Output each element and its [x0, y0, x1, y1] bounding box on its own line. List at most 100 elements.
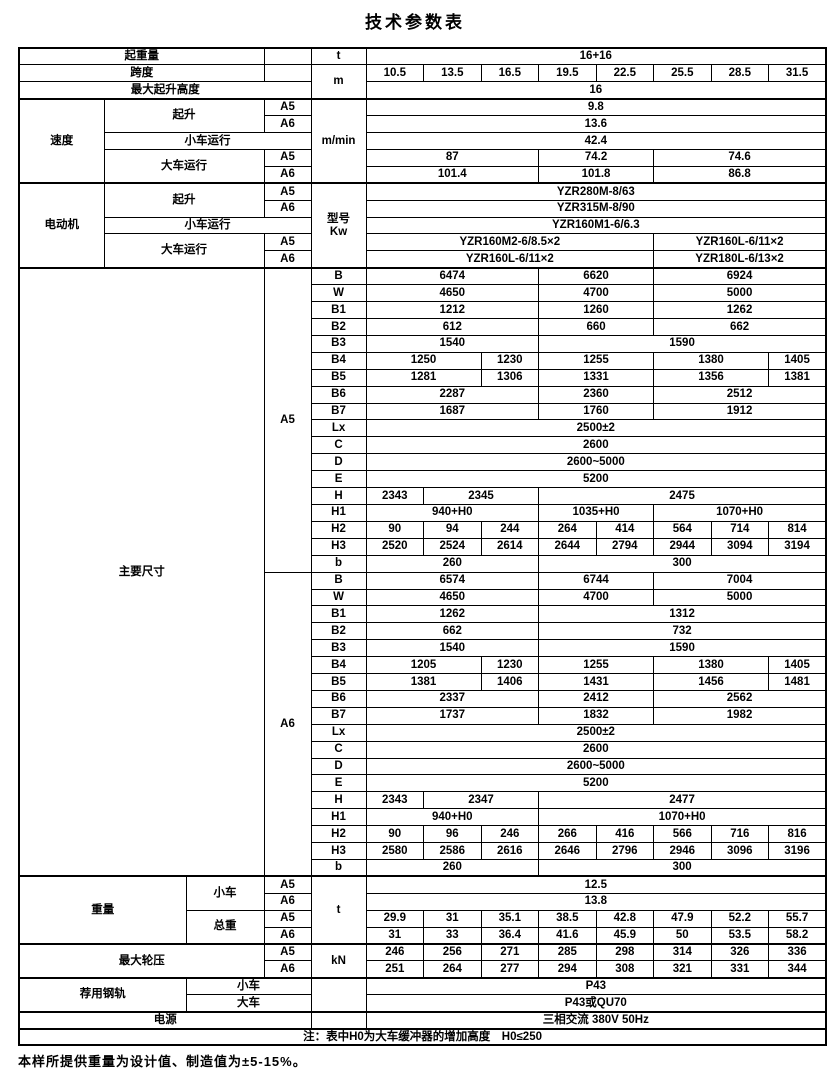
- table-row: b 260 300: [19, 859, 827, 877]
- table-cell: 264: [538, 520, 597, 539]
- table-cell: 260: [365, 859, 540, 877]
- table-cell: 25.5: [653, 64, 712, 83]
- section-label-speed: 速度: [18, 97, 105, 184]
- table-cell: 264: [423, 960, 482, 979]
- table-cell: 52.2: [710, 909, 770, 928]
- table-cell: 1982: [653, 706, 827, 725]
- table-cell: 716: [710, 825, 770, 844]
- table-cell: H: [310, 487, 367, 505]
- spec-table-body: 起重量 t 16+16 跨度 m 10.5 13.5 16.5 19.5 22.5 25.5 28.5…: [18, 47, 827, 1046]
- table-cell: 90: [365, 520, 425, 539]
- table-cell: 416: [595, 825, 655, 844]
- table-row: 重量 小车 A5 t 12.5: [18, 875, 827, 945]
- table-cell: E: [310, 470, 367, 489]
- table-cell: 3096: [710, 842, 770, 860]
- table-cell: 326: [710, 943, 770, 962]
- table-cell: B7: [310, 402, 367, 421]
- table-cell: 2500±2: [365, 419, 827, 438]
- table-cell: 101.8: [538, 165, 655, 184]
- table-row: E 5200: [19, 470, 827, 489]
- table-cell: 1381: [768, 368, 827, 387]
- table-cell: 1481: [768, 673, 827, 691]
- table-cell: 3094: [710, 537, 770, 556]
- table-cell: 271: [480, 943, 540, 962]
- table-cell: 331: [710, 960, 770, 979]
- row-label-power-supply: 电源: [18, 1010, 312, 1030]
- table-cell: 1540: [365, 639, 540, 658]
- table-cell: 2946: [653, 842, 712, 860]
- table-cell: P43或QU70: [365, 994, 827, 1013]
- table-cell: 1381: [365, 673, 482, 691]
- table-cell: 1255: [538, 351, 655, 370]
- table-cell: Lx: [310, 419, 367, 438]
- table-cell: 2600~5000: [365, 453, 827, 472]
- table-cell: 2580: [365, 842, 425, 860]
- table-note: 注：表中H0为大车缓冲器的增加高度 H0≤250: [18, 1027, 827, 1046]
- table-row: 荐用钢轨 小车 P43: [18, 976, 827, 1013]
- table-cell: 294: [538, 960, 597, 979]
- table-cell: 246: [365, 943, 425, 962]
- table-row: H1 940+H0 1035+H0 1070+H0: [19, 503, 827, 522]
- table-cell: YZR160L-6/11×2: [653, 233, 827, 252]
- footer-note: 本样所提供重量为设计值、制造值为±5-15%。: [18, 1054, 307, 1069]
- table-cell: A6: [263, 165, 312, 184]
- table-cell: 大车: [185, 994, 312, 1013]
- table-cell: B4: [310, 656, 367, 675]
- group-label-a6: A6: [263, 571, 312, 877]
- table-row: B4 1205 1230 1255 1380 1405: [19, 656, 827, 675]
- table-row: Lx 2500±2: [19, 419, 827, 438]
- row-label-max-lifting-height: 最大起升高度: [18, 81, 312, 100]
- table-cell: B: [310, 266, 367, 286]
- table-cell: 2475: [538, 487, 827, 505]
- table-cell: 314: [653, 943, 712, 962]
- table-cell: 277: [480, 960, 540, 979]
- table-cell: 285: [538, 943, 597, 962]
- table-cell: 2614: [480, 537, 540, 556]
- table-cell: 308: [595, 960, 655, 979]
- table-cell: 58.2: [768, 926, 827, 945]
- table-cell: 1262: [653, 301, 827, 319]
- table-row: 大车运行 A5 87 74.2 74.6: [19, 148, 827, 184]
- table-cell: 6474: [365, 266, 540, 286]
- table-cell: 小车: [185, 976, 312, 996]
- section-label-motor: 电动机: [18, 182, 105, 269]
- table-row: 主要尺寸 A5 B 6474 6620 6924: [18, 266, 827, 877]
- table-cell: 7004: [653, 571, 827, 590]
- table-cell: 1760: [538, 402, 655, 421]
- table-cell: 35.1: [480, 909, 540, 928]
- table-cell: A5: [263, 233, 312, 252]
- table-cell: YZR160M1-6/6.3: [365, 216, 827, 235]
- table-cell: A5: [263, 182, 312, 201]
- table-cell: 13.8: [365, 892, 827, 911]
- table-cell: 1306: [480, 368, 540, 387]
- table-cell: A6: [263, 926, 312, 945]
- table-cell: 2337: [365, 689, 540, 708]
- table-row: B3 1540 1590: [19, 334, 827, 353]
- table-cell: H: [310, 791, 367, 810]
- table-cell: 大车运行: [103, 233, 265, 269]
- table-cell: 10.5: [365, 64, 425, 83]
- table-row: 电源 三相交流 380V 50Hz: [18, 1010, 827, 1030]
- table-cell: 1406: [480, 673, 540, 691]
- table-cell: 22.5: [595, 64, 655, 83]
- table-cell: A6: [263, 960, 312, 979]
- table-cell: B5: [310, 368, 367, 387]
- table-cell: 3196: [768, 842, 827, 860]
- table-row: B4 1250 1230 1255 1380 1405: [19, 351, 827, 370]
- table-cell: 2343: [365, 791, 425, 810]
- table-cell: B4: [310, 351, 367, 370]
- table-cell: 940+H0: [365, 808, 540, 827]
- table-cell: YZR160L-6/11×2: [365, 250, 655, 269]
- table-cell: 大车运行: [103, 148, 265, 184]
- row-label-recommended-rail: 荐用钢轨: [18, 976, 187, 1013]
- table-row: B3 1540 1590: [19, 639, 827, 658]
- unit-cell: t: [310, 875, 367, 945]
- table-cell: 小车: [185, 875, 265, 911]
- table-cell: 321: [653, 960, 712, 979]
- table-cell: 1380: [653, 351, 770, 370]
- table-cell: 2520: [365, 537, 425, 556]
- table-row: B2 612 660 662: [19, 318, 827, 336]
- table-cell: 2646: [538, 842, 597, 860]
- table-cell: 298: [595, 943, 655, 962]
